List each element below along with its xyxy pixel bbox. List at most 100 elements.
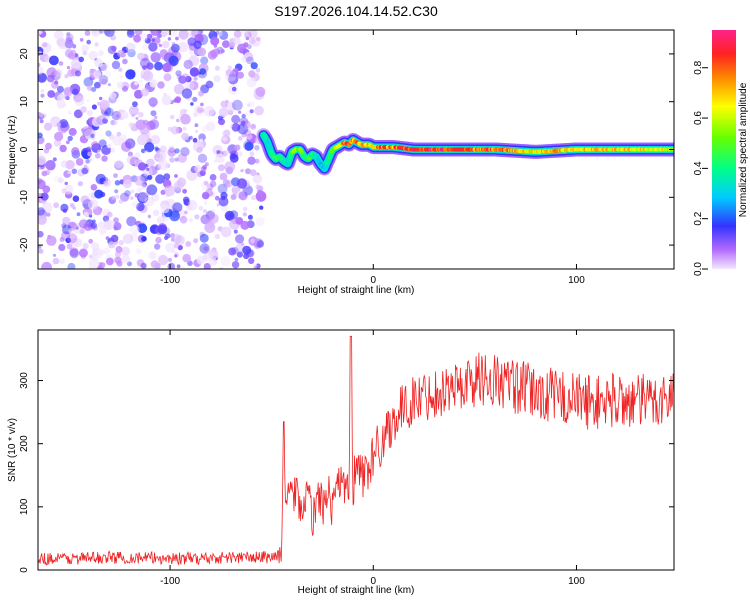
heatmap-noise-blob: [88, 157, 93, 162]
heatmap-noise-blob: [65, 237, 72, 244]
heatmap-noise-blob: [53, 30, 64, 40]
heatmap-noise-blob: [257, 189, 263, 196]
heatmap-noise-blob: [176, 118, 180, 123]
heatmap-noise-blob: [211, 209, 215, 213]
heatmap-noise-blob: [74, 70, 82, 77]
heatmap-noise-blob: [232, 99, 243, 111]
spectrogram-y-tick-label: 20: [19, 48, 30, 60]
heatmap-noise-blob: [40, 93, 45, 98]
heatmap-noise-blob: [38, 244, 42, 249]
heatmap-noise-blob: [151, 38, 155, 42]
heatmap-noise-blob: [241, 30, 247, 35]
heatmap-noise-blob: [59, 119, 69, 128]
heatmap-noise-blob: [91, 87, 97, 92]
heatmap-noise-blob: [131, 113, 135, 118]
heatmap-noise-blob: [128, 122, 134, 128]
heatmap-noise-blob: [229, 42, 236, 49]
heatmap-noise-blob: [140, 88, 150, 97]
heatmap-noise-blob: [130, 233, 139, 242]
heatmap-noise-blob: [60, 160, 68, 168]
heatmap-noise-blob: [259, 205, 264, 210]
heatmap-noise-blob: [199, 68, 207, 75]
heatmap-noise-blob: [125, 42, 136, 53]
heatmap-noise-blob: [198, 133, 206, 141]
heatmap-noise-blob: [117, 49, 125, 58]
heatmap-noise-blob: [157, 81, 165, 89]
heatmap-noise-blob: [83, 77, 94, 87]
heatmap-noise-blob: [236, 151, 243, 157]
heatmap-noise-blob: [219, 172, 228, 181]
heatmap-noise-blob: [139, 123, 150, 135]
heatmap-noise-blob: [69, 248, 79, 259]
heatmap-noise-blob: [158, 159, 169, 171]
heatmap-noise-blob: [78, 248, 88, 258]
heatmap-noise-blob: [230, 194, 237, 200]
heatmap-noise-blob: [154, 115, 158, 119]
heatmap-noise-blob: [118, 240, 124, 246]
heatmap-noise-blob: [95, 153, 101, 159]
heatmap-noise-blob: [242, 206, 248, 212]
heatmap-noise-blob: [225, 101, 236, 113]
heatmap-noise-blob: [121, 246, 130, 256]
heatmap-noise-blob: [180, 113, 191, 125]
heatmap-noise-blob: [116, 81, 124, 89]
heatmap-noise-blob: [102, 118, 108, 124]
heatmap-noise-blob: [62, 216, 71, 226]
heatmap-noise-blob: [88, 258, 100, 269]
heatmap-noise-blob: [217, 183, 228, 194]
heatmap-noise-blob: [82, 242, 89, 249]
heatmap-noise-blob: [231, 261, 240, 269]
heatmap-noise-blob: [38, 132, 43, 139]
heatmap-noise-blob: [149, 79, 158, 88]
heatmap-noise-blob: [236, 178, 248, 189]
heatmap-noise-blob: [224, 180, 232, 188]
heatmap-noise-blob: [98, 221, 106, 229]
heatmap-noise-blob: [160, 204, 170, 214]
heatmap-noise-blob: [110, 234, 119, 243]
heatmap-noise-blob: [247, 156, 256, 165]
heatmap-noise-blob: [203, 209, 207, 214]
heatmap-noise-blob: [247, 103, 251, 107]
snr-y-ticks: 0 100 200 300: [19, 372, 674, 573]
heatmap-noise-blob: [65, 33, 74, 42]
heatmap-noise-blob: [248, 101, 255, 108]
heatmap-noise-blob: [134, 30, 143, 36]
heatmap-noise-blob: [240, 220, 250, 230]
heatmap-noise-blob: [52, 257, 60, 265]
heatmap-noise-blob: [106, 211, 113, 218]
heatmap-noise-blob: [182, 188, 188, 194]
heatmap-noise-blob: [214, 65, 220, 71]
heatmap-noise-blob: [49, 55, 59, 66]
heatmap-noise-blob: [114, 159, 123, 169]
heatmap-noise-blob: [121, 111, 129, 120]
heatmap-noise-blob: [231, 114, 241, 124]
heatmap-noise-blob: [205, 193, 210, 198]
heatmap-noise-blob: [246, 133, 253, 140]
heatmap-noise-blob: [177, 153, 187, 163]
heatmap-noise-blob: [174, 157, 179, 162]
heatmap-noise-blob: [115, 114, 120, 118]
heatmap-noise-blob: [98, 75, 109, 85]
heatmap-noise-blob: [63, 86, 74, 97]
heatmap-noise-blob: [246, 56, 254, 65]
heatmap-noise-blob: [64, 39, 74, 49]
heatmap-noise-blob: [127, 48, 136, 58]
heatmap-noise-blob: [224, 149, 230, 155]
figure-title: S197.2026.104.14.52.C30: [274, 3, 438, 19]
heatmap-noise-blob: [189, 80, 199, 91]
heatmap-noise-blob: [40, 89, 45, 93]
heatmap-noise-blob: [97, 50, 104, 57]
heatmap-noise-blob: [163, 173, 171, 181]
heatmap-noise-blob: [137, 223, 148, 234]
heatmap-noise-blob: [154, 262, 161, 269]
heatmap-noise-blob: [150, 110, 157, 117]
heatmap-noise-blob: [113, 173, 118, 179]
heatmap-noise-blob: [154, 146, 159, 151]
heatmap-noise-blob: [101, 78, 108, 86]
heatmap-noise-blob: [38, 155, 47, 166]
heatmap-noise-blob: [71, 147, 80, 156]
heatmap-noise-blob: [194, 123, 199, 128]
heatmap-noise-blob: [136, 134, 148, 146]
heatmap-noise-blob: [181, 132, 190, 141]
heatmap-noise-blob: [202, 124, 210, 133]
